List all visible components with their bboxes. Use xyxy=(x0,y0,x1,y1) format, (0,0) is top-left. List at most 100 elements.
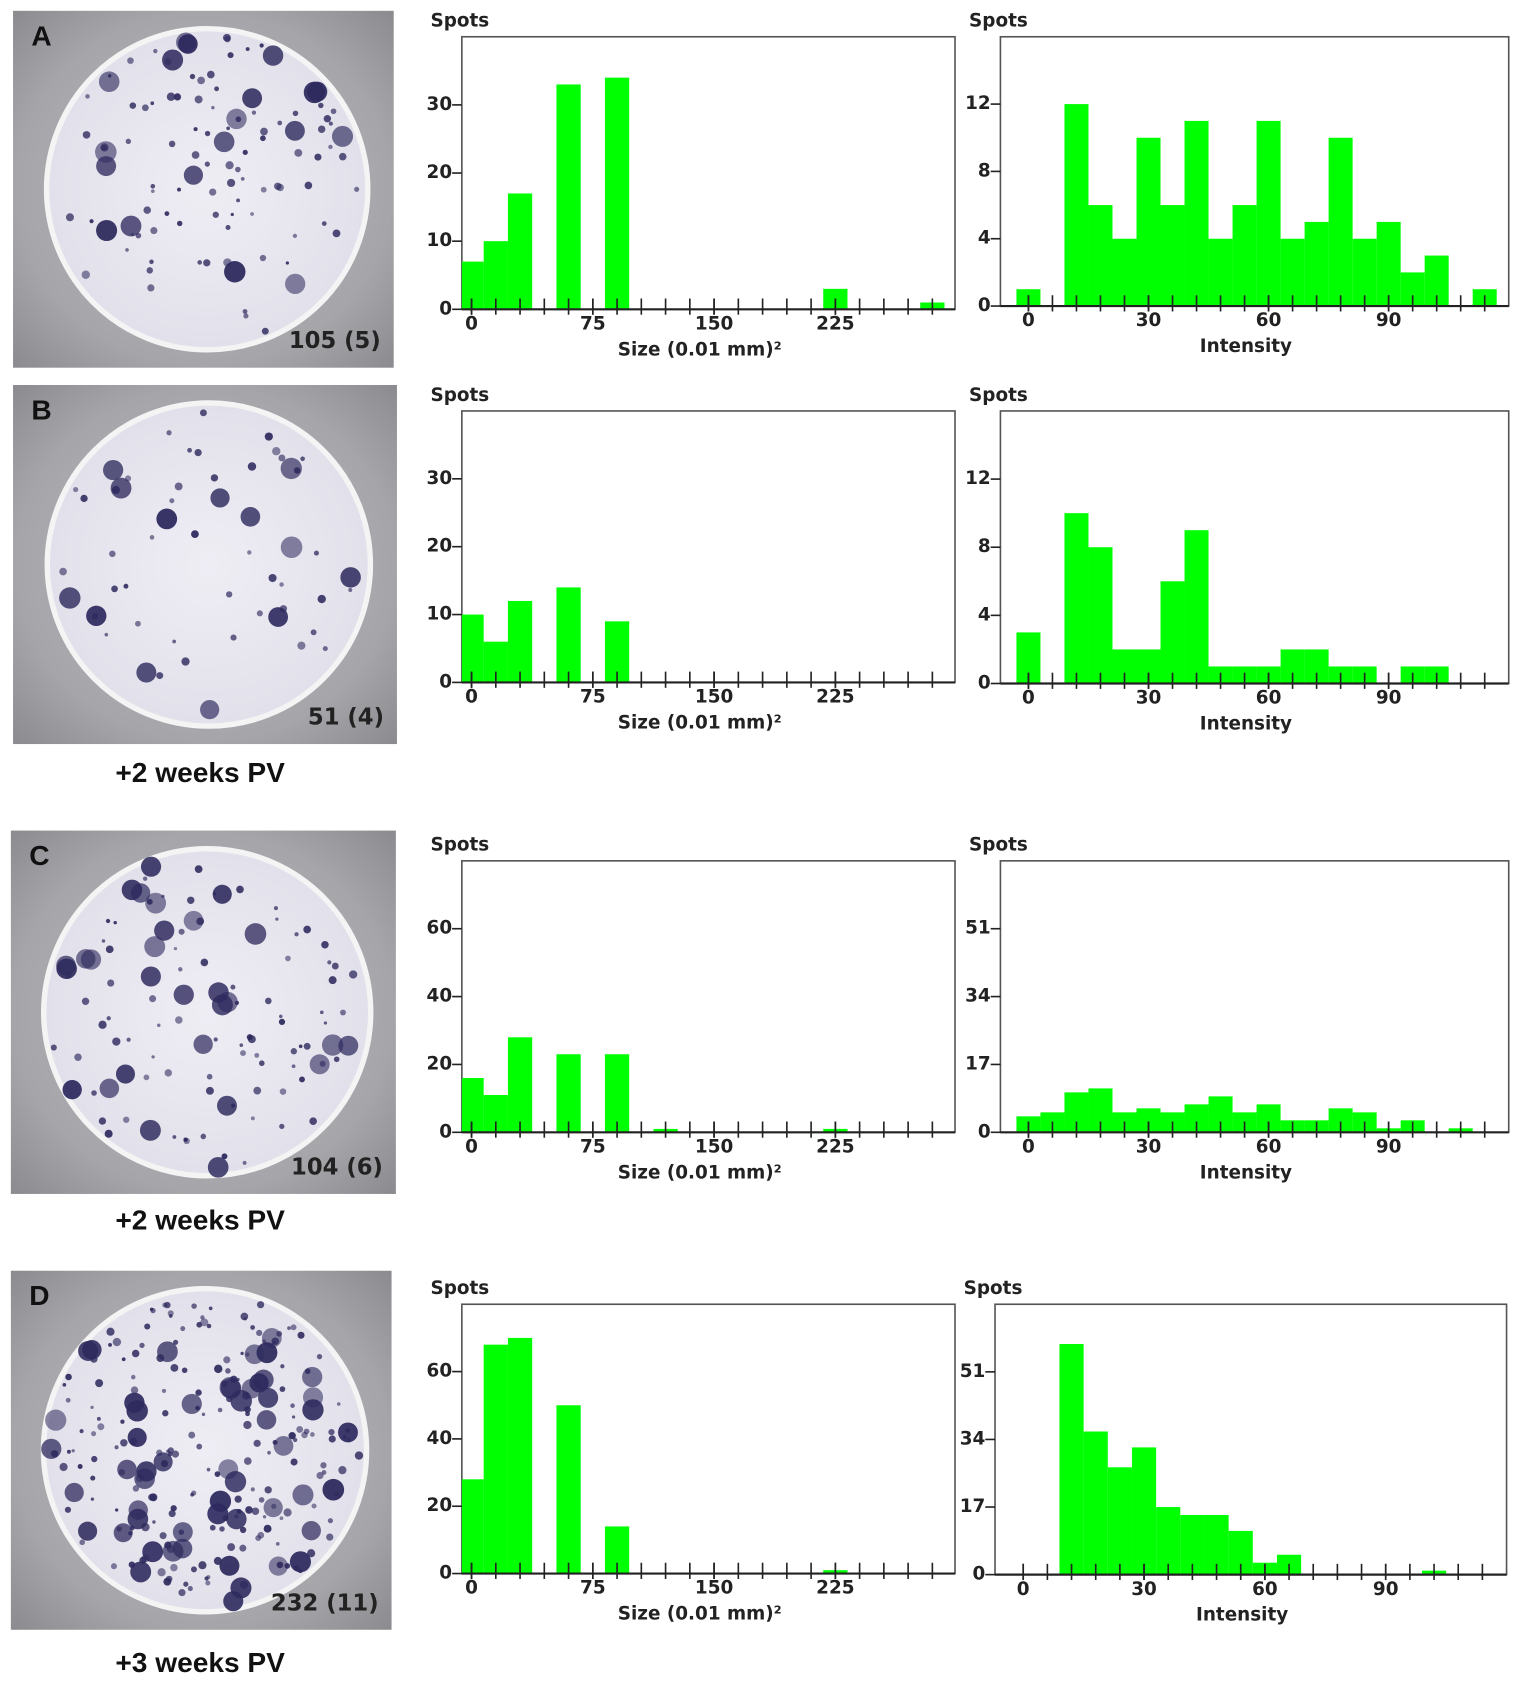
spot xyxy=(214,1364,223,1374)
x-tick-label: 90 xyxy=(1376,688,1402,709)
spot xyxy=(236,1377,240,1382)
spot xyxy=(211,106,215,110)
spot xyxy=(290,1048,297,1055)
spot xyxy=(108,1342,112,1347)
spot xyxy=(140,966,161,987)
spot xyxy=(225,161,234,170)
spot xyxy=(112,1337,122,1347)
spot xyxy=(172,1135,177,1139)
spot xyxy=(125,138,132,145)
spot xyxy=(336,1402,341,1406)
y-tick-label: 0 xyxy=(439,1121,452,1142)
spot xyxy=(178,928,185,935)
spot xyxy=(276,1330,283,1337)
spot xyxy=(223,33,231,42)
spot xyxy=(292,233,298,238)
spot xyxy=(240,1351,244,1356)
spot xyxy=(278,1018,286,1026)
bar xyxy=(1136,137,1161,307)
spot xyxy=(240,1050,246,1056)
spot xyxy=(142,1541,164,1563)
spot xyxy=(167,1310,174,1317)
spot-count: 104 (6) xyxy=(291,1154,383,1180)
spot xyxy=(156,1354,165,1362)
spot xyxy=(91,1455,98,1463)
spot xyxy=(104,632,109,637)
spot xyxy=(261,327,269,335)
spot xyxy=(303,925,312,934)
spot xyxy=(183,1137,188,1142)
spot xyxy=(219,1555,240,1576)
spot xyxy=(174,482,183,491)
spot xyxy=(150,189,155,193)
spot xyxy=(259,1060,265,1067)
spot xyxy=(191,530,199,539)
spot xyxy=(278,454,286,462)
spot xyxy=(144,936,166,958)
spot xyxy=(304,181,313,190)
spot xyxy=(224,261,246,283)
spot xyxy=(260,127,268,136)
panel-label: D xyxy=(29,1280,49,1311)
spot xyxy=(243,1420,252,1430)
spot xyxy=(168,140,176,148)
spot xyxy=(150,101,155,106)
spot xyxy=(132,1485,140,1492)
spot xyxy=(45,1409,67,1431)
x-tick-label: 60 xyxy=(1256,310,1282,331)
spot xyxy=(240,177,245,181)
x-tick-label: 0 xyxy=(1022,310,1035,331)
spot xyxy=(236,198,240,203)
x-tick-label: 150 xyxy=(695,1136,733,1157)
spot xyxy=(239,1043,244,1047)
spot xyxy=(230,1375,238,1383)
spot xyxy=(143,206,151,214)
spot xyxy=(328,976,337,985)
spot xyxy=(129,102,137,109)
spot xyxy=(105,918,111,924)
x-axis-label: Size (0.01 mm)² xyxy=(618,1162,782,1183)
x-tick-label: 90 xyxy=(1376,1136,1402,1157)
x-tick-label: 0 xyxy=(465,687,478,708)
x-tick-label: 150 xyxy=(695,687,733,708)
spot xyxy=(256,1329,263,1336)
y-axis-label: Spots xyxy=(430,11,489,32)
spot xyxy=(235,166,241,173)
y-tick-label: 0 xyxy=(439,298,452,319)
spot xyxy=(190,1492,195,1497)
spot xyxy=(214,86,220,92)
spot xyxy=(149,995,157,1003)
well-photo xyxy=(10,1270,392,1630)
y-tick-label: 0 xyxy=(978,672,991,693)
bar xyxy=(1304,221,1329,307)
bar xyxy=(1208,238,1233,307)
y-axis-label: Spots xyxy=(969,835,1028,856)
spot xyxy=(354,1451,364,1460)
caption: +2 weeks PV xyxy=(115,757,285,788)
plot-area xyxy=(999,860,1510,1134)
x-tick-label: 90 xyxy=(1376,310,1402,331)
spot xyxy=(246,1034,253,1041)
spot xyxy=(345,1428,350,1433)
spot xyxy=(134,1468,155,1490)
spot xyxy=(41,1438,62,1459)
spot xyxy=(322,646,328,652)
spot xyxy=(301,1521,321,1541)
y-tick-label: 20 xyxy=(427,1053,453,1074)
spot xyxy=(227,178,236,188)
spot xyxy=(316,1353,323,1360)
spot xyxy=(162,1302,168,1308)
spot xyxy=(56,958,77,980)
spot xyxy=(193,1034,213,1054)
spot xyxy=(290,1403,295,1408)
spot xyxy=(206,1073,213,1080)
spot xyxy=(82,131,91,139)
spot xyxy=(164,58,172,66)
y-tick-label: 10 xyxy=(427,230,453,251)
bar xyxy=(1088,205,1113,307)
y-tick-label: 51 xyxy=(960,1361,986,1382)
spot xyxy=(247,550,252,555)
x-tick-label: 0 xyxy=(465,1136,478,1157)
spot xyxy=(254,1052,260,1058)
